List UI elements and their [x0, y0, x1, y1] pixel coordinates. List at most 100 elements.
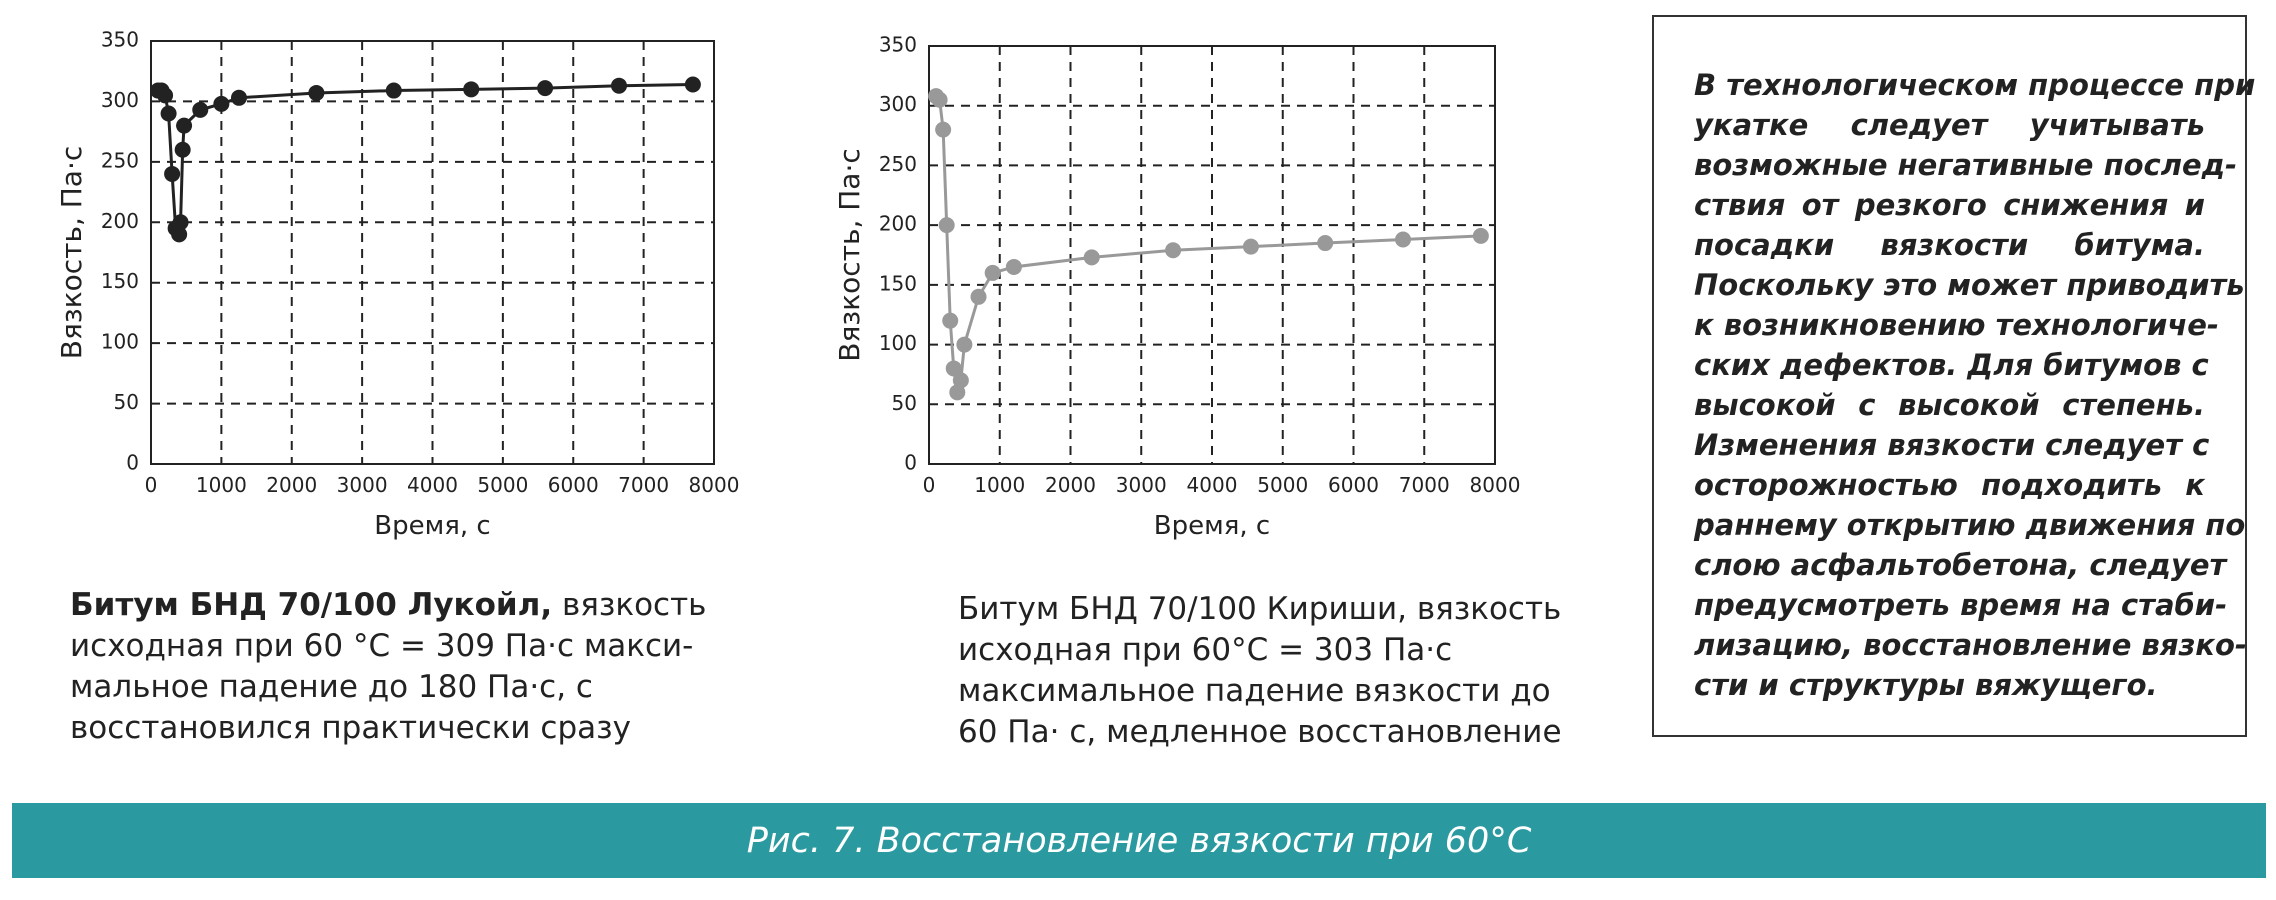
x-tick-label: 2000 — [266, 473, 317, 497]
y-tick-label: 100 — [101, 330, 139, 354]
data-point — [164, 165, 181, 182]
note-line: осторожностью подходить к — [1694, 468, 2205, 502]
x-tick-label: 5000 — [1257, 473, 1308, 497]
data-point — [684, 76, 701, 93]
y-tick-label: 150 — [101, 269, 139, 293]
note-line: Поскольку это может приводить — [1694, 268, 2245, 302]
data-point — [938, 217, 955, 234]
y-tick-label: 50 — [892, 391, 917, 415]
plot-frame — [150, 40, 715, 465]
y-tick-label: 0 — [126, 451, 139, 475]
y-tick-label: 0 — [904, 451, 917, 475]
data-point — [174, 141, 191, 158]
data-point — [463, 81, 480, 98]
y-tick-label: 250 — [101, 148, 139, 172]
data-point — [1472, 227, 1489, 244]
x-tick-label: 7000 — [618, 473, 669, 497]
y-tick-label: 350 — [879, 33, 917, 57]
data-point — [176, 117, 193, 134]
data-point — [157, 87, 174, 104]
caption-line: Битум БНД 70/100 Лукойл, вязкость — [70, 585, 706, 626]
x-tick-label: 0 — [145, 473, 158, 497]
data-point — [537, 80, 554, 97]
data-point — [192, 101, 209, 118]
caption-line: мальное падение до 180 Па·с, с — [70, 667, 706, 708]
y-axis-label: Вязкость, Па·с — [55, 146, 88, 360]
data-point — [931, 91, 948, 108]
note-line: слою асфальтобетона, следует — [1694, 548, 2227, 582]
x-tick-label: 8000 — [1470, 473, 1521, 497]
x-tick-label: 8000 — [689, 473, 740, 497]
data-point — [1242, 238, 1259, 255]
x-tick-label: 6000 — [1328, 473, 1379, 497]
caption-line: Битум БНД 70/100 Кириши, вязкость — [958, 589, 1562, 630]
data-point — [935, 121, 952, 138]
data-point — [952, 372, 969, 389]
caption-text: мальное падение до 180 Па·с, с — [70, 669, 593, 705]
note-line: ских дефектов. Для битумов с — [1694, 348, 2209, 382]
x-tick-label: 3000 — [337, 473, 388, 497]
caption-line: восстановился практически сразу — [70, 708, 706, 749]
caption-bold: Битум БНД 70/100 Лукойл, — [70, 587, 553, 623]
note-line: лизацию, восстановление вязко- — [1694, 628, 2247, 662]
figure-caption: Рис. 7. Восстановление вязкости при 60°С — [12, 803, 2266, 878]
note-line: Изменения вязкости следует с — [1694, 428, 2210, 462]
data-point — [160, 105, 177, 122]
data-point — [172, 214, 189, 231]
plot-frame — [928, 45, 1496, 465]
data-point — [956, 336, 973, 353]
data-point — [1395, 231, 1412, 248]
x-tick-label: 5000 — [477, 473, 528, 497]
note-line: укатке следует учитывать — [1694, 108, 2205, 142]
data-point — [230, 89, 247, 106]
caption-text: максимальное падение вязкости до — [958, 673, 1551, 709]
caption: Битум БНД 70/100 Кириши, вязкость исходна… — [958, 589, 1562, 753]
x-tick-label: 3000 — [1116, 473, 1167, 497]
caption-text: исходная при 60 °С = 309 Па·с макси- — [70, 628, 694, 664]
caption: Битум БНД 70/100 Лукойл, вязкость исходна… — [70, 585, 706, 749]
data-point — [171, 226, 188, 243]
y-tick-label: 50 — [114, 390, 139, 414]
caption-text: исходная при 60°С = 303 Па·с — [958, 632, 1453, 668]
note-line: раннему открытию движения по — [1694, 508, 2246, 542]
x-tick-label: 0 — [923, 473, 936, 497]
caption-line: исходная при 60 °С = 309 Па·с макси- — [70, 626, 706, 667]
y-tick-label: 350 — [101, 28, 139, 52]
data-point — [308, 84, 325, 101]
y-axis-label: Вязкость, Па·с — [833, 148, 866, 362]
note-line: предусмотреть время на стаби- — [1694, 588, 2228, 622]
data-point — [385, 82, 402, 99]
caption-text: Битум БНД 70/100 Кириши, вязкость — [958, 591, 1562, 627]
x-tick-label: 6000 — [548, 473, 599, 497]
x-axis-label: Время, с — [1154, 511, 1270, 541]
note-line: В технологическом процессе при — [1694, 68, 2256, 102]
y-tick-label: 300 — [879, 92, 917, 116]
note-box: В технологическом процессе при укатке сле… — [1652, 15, 2256, 737]
x-tick-label: 7000 — [1399, 473, 1450, 497]
data-point — [970, 288, 987, 305]
data-point — [1317, 235, 1334, 252]
x-tick-label: 4000 — [1187, 473, 1238, 497]
x-tick-label: 1000 — [974, 473, 1025, 497]
data-line — [935, 95, 1481, 393]
note-line: посадки вязкости битума. — [1694, 228, 2205, 262]
data-point — [1165, 242, 1182, 259]
note-line: сти и структуры вяжущего. — [1694, 668, 2158, 702]
x-tick-label: 2000 — [1045, 473, 1096, 497]
note-line: к возникновению технологиче- — [1694, 308, 2219, 342]
data-point — [984, 264, 1001, 281]
caption-text: вязкость — [561, 587, 707, 623]
x-tick-label: 1000 — [196, 473, 247, 497]
y-tick-label: 200 — [879, 212, 917, 236]
x-axis-label: Время, с — [374, 511, 490, 541]
note-line: ствия от резкого снижения и — [1694, 188, 2205, 222]
caption-line: исходная при 60°С = 303 Па·с — [958, 630, 1562, 671]
caption-text: 60 Па· с, медленное восстановление — [958, 714, 1562, 750]
data-point — [610, 77, 627, 94]
note-line: высокой с высокой степень. — [1694, 388, 2205, 422]
y-tick-label: 300 — [101, 88, 139, 112]
data-point — [213, 95, 230, 112]
data-point — [942, 312, 959, 329]
